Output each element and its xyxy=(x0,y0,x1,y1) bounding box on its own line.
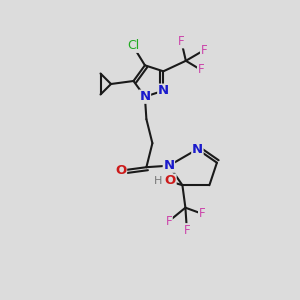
Text: F: F xyxy=(178,35,185,48)
Text: Cl: Cl xyxy=(127,39,139,52)
Text: N: N xyxy=(158,84,169,97)
Text: O: O xyxy=(165,174,176,187)
Text: F: F xyxy=(184,224,190,237)
Text: H: H xyxy=(154,176,163,186)
Text: F: F xyxy=(197,63,204,76)
Text: F: F xyxy=(166,215,172,228)
Text: N: N xyxy=(192,143,203,156)
Text: O: O xyxy=(115,164,127,177)
Text: F: F xyxy=(199,207,205,220)
Text: N: N xyxy=(163,159,175,172)
Text: F: F xyxy=(200,44,207,57)
Text: N: N xyxy=(139,90,151,103)
